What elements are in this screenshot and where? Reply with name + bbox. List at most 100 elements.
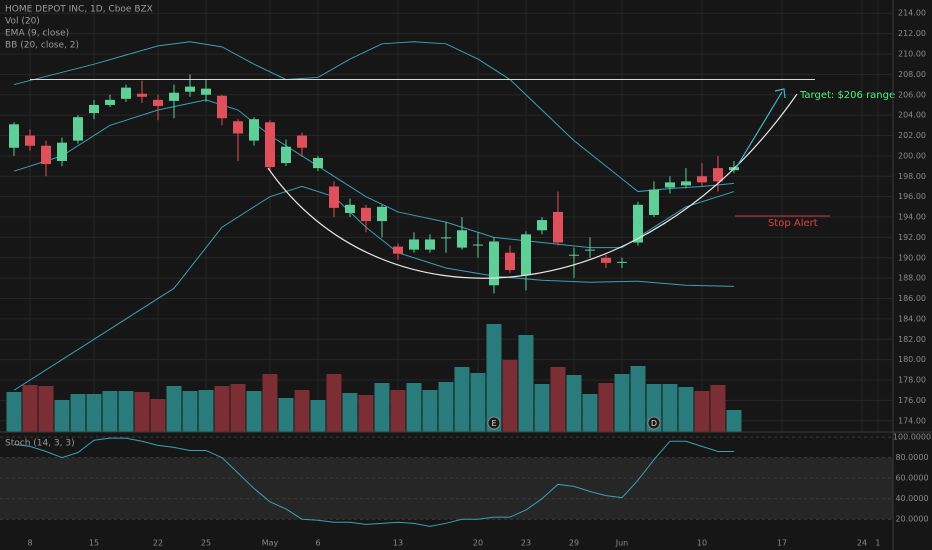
candle-body (568, 254, 579, 256)
indicator-label: BB (20, close, 2) (5, 41, 79, 51)
candle-body (120, 87, 131, 99)
candle-body (232, 121, 243, 134)
volume-bar (390, 390, 406, 432)
volume-bar (6, 392, 22, 432)
candle-body (136, 93, 147, 97)
cup-curve (267, 93, 798, 279)
candle-body (712, 168, 723, 182)
volume-bar (150, 399, 166, 432)
candle-body (184, 86, 195, 92)
y-tick-label: 184.00 (898, 314, 926, 323)
event-label: E (491, 419, 496, 428)
candle-body (200, 88, 211, 95)
volume-layer (6, 324, 742, 432)
candle-body (328, 186, 339, 208)
volume-bar (374, 383, 390, 432)
candle-body (456, 230, 467, 248)
y-tick-label: 174.00 (898, 416, 926, 425)
volume-bar (662, 384, 678, 432)
volume-bar (182, 391, 198, 432)
volume-bar (678, 387, 694, 432)
candle-body (552, 211, 563, 243)
candle-body (264, 122, 275, 168)
volume-bar (422, 390, 438, 432)
volume-bar (22, 385, 38, 432)
candle-body (584, 249, 595, 251)
event-marker (647, 416, 661, 430)
candle-body (104, 99, 115, 105)
event-marker (487, 416, 501, 430)
y-tick-label: 212.00 (898, 29, 926, 38)
candle-body (520, 234, 531, 276)
stoch-layer (0, 436, 893, 527)
y-tick-label: 188.00 (898, 274, 926, 283)
candle-body (344, 204, 355, 213)
volume-bar (230, 384, 246, 432)
volume-bar (214, 386, 230, 432)
stoch-tick-label: 100.0000 (893, 433, 931, 442)
target-arrow (735, 91, 783, 169)
x-tick-label: 20 (473, 539, 483, 548)
stoch-line (13, 437, 734, 527)
annotation: Target: $206 range (799, 90, 895, 101)
x-tick-label: 6 (315, 539, 320, 548)
stoch-tick-label: 80.0000 (895, 453, 928, 462)
y-tick-label: 204.00 (898, 111, 926, 120)
x-tick-label: 13 (393, 539, 403, 548)
candle-body (600, 257, 611, 263)
candle-body (648, 189, 659, 215)
y-tick-label: 176.00 (898, 396, 926, 405)
volume-bar (102, 391, 118, 432)
y-tick-label: 208.00 (898, 70, 926, 79)
candle-body (488, 241, 499, 286)
volume-bar (278, 398, 294, 432)
y-tick-label: 196.00 (898, 192, 926, 201)
candle-body (360, 207, 371, 222)
volume-bar (566, 375, 582, 432)
candle-body (696, 176, 707, 183)
volume-bar (342, 393, 358, 432)
x-tick-label: 8 (27, 539, 32, 548)
y-tick-label: 182.00 (898, 335, 926, 344)
annotation: Stop Alert (768, 218, 818, 229)
annotation-layer: Target: $206 range Stop Alert E D (29, 78, 895, 430)
candle-body (680, 181, 691, 186)
candle-body (536, 220, 547, 231)
y-tick-label: 194.00 (898, 213, 926, 222)
candle-body (248, 119, 259, 141)
stoch-title: Stoch (14, 3, 3) (5, 439, 75, 449)
stoch-band (0, 457, 893, 520)
y-tick-label: 200.00 (898, 151, 926, 160)
candle-body (56, 142, 67, 161)
candle-body (408, 239, 419, 250)
volume-bar (486, 324, 502, 432)
volume-bar (70, 394, 86, 432)
candle-body (88, 104, 99, 114)
y-tick-label: 198.00 (898, 172, 926, 181)
candle-body (376, 206, 387, 222)
volume-bar (502, 360, 518, 432)
y-tick-label: 178.00 (898, 376, 926, 385)
volume-bar (694, 391, 710, 432)
candle-body (152, 99, 163, 106)
indicator-label: EMA (9, close) (5, 29, 69, 39)
x-tick-label: Jun (615, 539, 629, 548)
volume-bar (166, 386, 182, 432)
stoch-tick-label: 20.0000 (895, 515, 928, 524)
y-tick-label: 190.00 (898, 253, 926, 262)
candle-layer (8, 74, 739, 294)
candle-body (296, 135, 307, 148)
candle-body (168, 92, 179, 101)
volume-bar (614, 374, 630, 432)
volume-bar (358, 395, 374, 432)
volume-bar (262, 374, 278, 432)
indicator-label: Vol (20) (5, 17, 40, 27)
y-tick-label: 192.00 (898, 233, 926, 242)
y-tick-label: 206.00 (898, 90, 926, 99)
candle-body (24, 135, 35, 146)
x-tick-label: 25 (201, 539, 211, 548)
candle-body (8, 124, 19, 148)
volume-bar (406, 383, 422, 432)
volume-bar (710, 385, 726, 432)
candle-body (616, 261, 627, 263)
